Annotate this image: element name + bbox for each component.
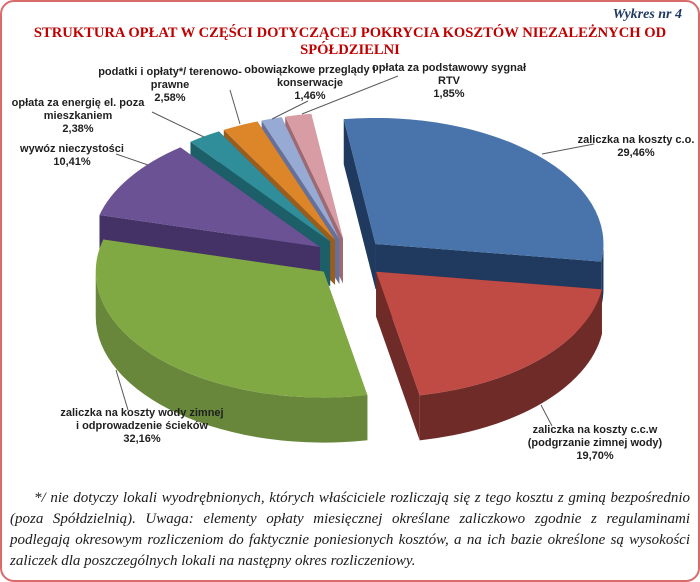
slice-name-2: i odprowadzenie ścieków	[76, 420, 208, 432]
pie-slice-7-top	[285, 113, 343, 239]
pie-slice-0-wall	[343, 119, 376, 289]
leader-line-4	[151, 111, 205, 138]
slice-pct-6: 1,46%	[294, 90, 325, 102]
leader-line-0	[541, 143, 595, 155]
slice-name-7: RTV	[438, 75, 461, 87]
footnote: */ nie dotyczy lokali wyodrębnionych, kt…	[10, 490, 690, 569]
leader-line-7	[301, 75, 399, 115]
slice-pct-1: 19,70%	[576, 450, 614, 462]
slice-label-0: zaliczka na koszty c.o.29,46%	[578, 134, 695, 159]
slice-name-4: mieszkaniem	[44, 110, 113, 122]
leader-line-3	[115, 153, 149, 166]
leader-line-1	[540, 404, 553, 427]
slice-name-6: konserwacje	[277, 77, 343, 89]
pie-slice-5-top	[223, 121, 336, 240]
slice-name-7: opłata za podstawowy sygnał	[372, 62, 526, 74]
slice-name-5: prawne	[151, 79, 190, 91]
pie-slice-1-top	[376, 271, 602, 396]
slice-name-6: obowiązkowe przeglądy i	[244, 64, 375, 76]
slice-pct-2: 32,16%	[123, 433, 161, 445]
slice-name-0: zaliczka na koszty c.o.	[578, 134, 695, 146]
slice-pct-0: 29,46%	[617, 147, 655, 159]
slice-label-4: opłata za energię el. pozamieszkaniem2,3…	[12, 97, 146, 135]
slice-name-3: wywóz nieczystości	[19, 143, 124, 155]
slice-name-5: podatki i opłaty*/ terenowo-	[98, 66, 242, 78]
pie-chart: zaliczka na koszty c.o.29,46%zaliczka na…	[12, 62, 695, 462]
slice-name-2: zaliczka na koszty wody zimnej	[60, 407, 223, 419]
slice-name-1: zaliczka na koszty c.c.w	[533, 424, 658, 436]
pie-slice-4-top	[190, 131, 331, 242]
slice-name-1: (podgrzanie zimnej wody)	[528, 437, 663, 449]
pie-slice-2-top	[95, 239, 368, 398]
slice-pct-4: 2,38%	[62, 123, 93, 135]
leader-line-2	[115, 369, 129, 411]
pie-slice-2	[95, 239, 368, 443]
pie-slice-0-top	[343, 117, 604, 262]
pie-slice-1-wall	[376, 271, 420, 441]
slice-pct-7: 1,85%	[433, 88, 464, 100]
page-title: STRUKTURA OPŁAT W CZĘŚCI DOTYCZĄCEJ POKR…	[33, 25, 667, 58]
slice-name-4: opłata za energię el. poza	[12, 97, 146, 109]
pie-slice-1	[376, 271, 602, 441]
leader-line-5	[229, 89, 241, 125]
slice-pct-3: 10,41%	[53, 156, 91, 168]
pie-slice-3	[99, 147, 320, 293]
pie-slice-2-rim	[95, 271, 368, 443]
chart-number: Wykres nr 4	[612, 7, 682, 22]
leader-line-6	[271, 100, 309, 120]
slice-pct-5: 2,58%	[154, 92, 185, 104]
pie-slice-1-rim	[419, 289, 602, 441]
slice-label-1: zaliczka na koszty c.c.w(podgrzanie zimn…	[528, 424, 663, 462]
pie-slice-6-top	[261, 117, 340, 239]
pie-slice-3-top	[99, 147, 320, 248]
